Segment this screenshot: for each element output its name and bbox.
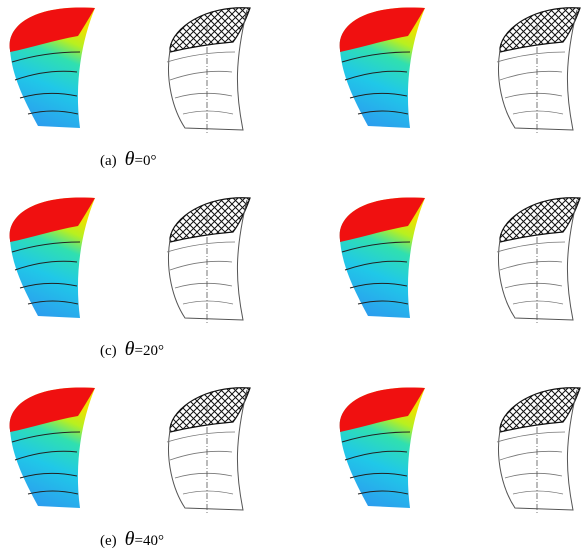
panel: (c) θ=20° (10, 198, 250, 360)
hatched-region (170, 8, 250, 52)
wire-line (505, 93, 562, 98)
wire-line (167, 242, 235, 252)
caption-angle: =0° (134, 153, 156, 169)
wire-line (500, 451, 562, 460)
caption-symbol: θ (125, 148, 135, 170)
wire-line (170, 71, 232, 80)
caption-angle: =40° (134, 533, 163, 549)
wireframe (167, 8, 250, 135)
contour-plot (340, 8, 425, 128)
wireframe (497, 8, 580, 135)
caption: (e) θ=40° (100, 528, 164, 550)
wireframe (497, 198, 580, 325)
wire-line (170, 451, 232, 460)
wireframe (167, 388, 250, 515)
panel: (e) θ=40° (10, 388, 250, 550)
caption: (a) θ=0° (100, 148, 156, 170)
panel: (f)θ=50° (340, 388, 584, 550)
contour-plot (10, 198, 95, 318)
wire-line (183, 301, 233, 304)
hatched-region (170, 198, 250, 242)
hatched-region (500, 198, 580, 242)
caption-angle: =20° (134, 343, 163, 359)
contour-plot (10, 388, 95, 508)
wire-line (167, 52, 235, 62)
caption-label: (c) (100, 343, 117, 359)
hatched-region (170, 388, 250, 432)
wire-line (497, 432, 565, 442)
caption-symbol: θ (125, 338, 135, 360)
panel: (b)θ=10° (340, 8, 584, 170)
wireframe (497, 388, 580, 515)
panel: (d)θ=30° (340, 198, 584, 360)
wire-line (500, 261, 562, 270)
contour-plot (340, 388, 425, 508)
wire-line (513, 111, 563, 114)
panel: (a) θ=0° (10, 8, 250, 170)
wire-line (505, 283, 562, 288)
wire-line (500, 71, 562, 80)
wire-line (170, 261, 232, 270)
wire-line (505, 473, 562, 478)
caption-label: (a) (100, 153, 117, 169)
wire-line (175, 93, 232, 98)
wire-line (513, 491, 563, 494)
wire-line (175, 283, 232, 288)
wire-line (497, 52, 565, 62)
hatched-region (500, 388, 580, 432)
wire-line (175, 473, 232, 478)
wire-line (183, 111, 233, 114)
caption: (c) θ=20° (100, 338, 164, 360)
figure: (a)θ=0°(b)θ=10°(c)θ=20°(d)θ=30°(e)θ=40°(… (0, 0, 584, 551)
caption-label: (e) (100, 533, 117, 549)
wire-line (513, 301, 563, 304)
caption-symbol: θ (125, 528, 135, 550)
wire-line (497, 242, 565, 252)
hatched-region (500, 8, 580, 52)
wireframe (167, 198, 250, 325)
wire-line (167, 432, 235, 442)
wire-line (183, 491, 233, 494)
contour-plot (10, 8, 95, 128)
contour-plot (340, 198, 425, 318)
